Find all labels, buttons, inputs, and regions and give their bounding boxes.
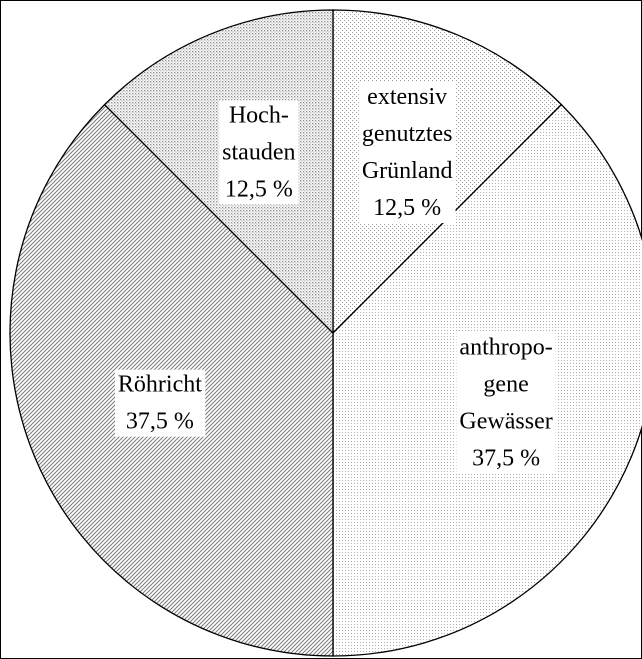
category-label: Hoch- xyxy=(229,102,289,128)
category-label: stauden xyxy=(222,139,295,165)
category-label: genutztes xyxy=(362,121,453,147)
category-label: Gewässer xyxy=(459,409,552,435)
value-label: 37,5 % xyxy=(126,409,194,435)
slice-label: anthropo-gene Gewässer 37,5 % xyxy=(456,332,556,474)
label-background xyxy=(219,100,299,205)
value-label: 12,5 % xyxy=(225,176,293,202)
value-label: 12,5 % xyxy=(373,195,441,221)
pie-slice xyxy=(103,9,334,335)
category-label: extensiv xyxy=(367,84,447,110)
value-label: 37,5 % xyxy=(472,446,540,472)
slice-label: Röhricht 37,5 % xyxy=(114,369,206,437)
label-background xyxy=(456,332,556,474)
category-label: anthropo- xyxy=(459,335,552,361)
slice-label: Hoch-stauden 12,5 % xyxy=(219,100,299,205)
category-label: Grünland xyxy=(362,158,453,184)
label-background xyxy=(358,81,456,223)
category-label: Röhricht xyxy=(118,372,202,398)
slice-label: extensiv genutztes Grünland 12,5 % xyxy=(358,81,456,223)
label-background xyxy=(114,369,206,437)
category-label: gene xyxy=(483,372,528,398)
labels: extensiv genutztes Grünland 12,5 % anthropo-… xyxy=(114,81,556,474)
